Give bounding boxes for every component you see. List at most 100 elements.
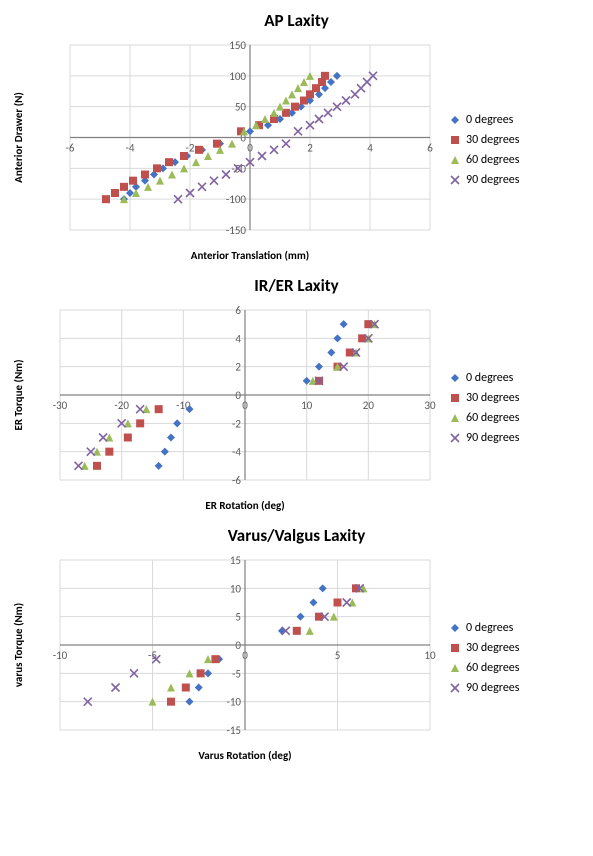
legend-item: 30 degrees — [448, 641, 519, 655]
data-point — [93, 462, 101, 470]
legend-item: 90 degrees — [448, 681, 519, 695]
x-axis-label: ER Rotation (deg) — [205, 499, 284, 512]
data-point — [167, 684, 175, 692]
data-point — [291, 103, 299, 111]
chart-block-ap: AP Laxity -150-100-50050100150-6-4-20246… — [10, 10, 583, 265]
ytick-label: 100 — [229, 70, 246, 83]
data-point — [211, 655, 219, 663]
chart-irer: -6-4-20246-30-20-100102030ER Rotation (d… — [10, 300, 440, 515]
legend-label: 60 degrees — [466, 153, 519, 167]
legend-item: 30 degrees — [448, 391, 519, 405]
data-point — [204, 655, 212, 663]
data-point — [340, 320, 348, 328]
data-point — [155, 462, 163, 470]
chart-row: -6-4-20246-30-20-100102030ER Rotation (d… — [10, 300, 583, 515]
ytick-label: -4 — [232, 446, 241, 459]
legend-marker-icon — [448, 391, 462, 405]
chart-legend: 0 degrees 30 degrees 60 degrees 90 degre… — [448, 615, 519, 701]
data-point — [293, 627, 301, 635]
ytick-label: 10 — [230, 582, 242, 595]
legend-label: 90 degrees — [466, 431, 519, 445]
legend-label: 0 degrees — [466, 621, 513, 635]
data-point — [120, 183, 128, 191]
data-point — [309, 599, 317, 607]
data-point — [282, 140, 290, 148]
legend-marker-icon — [448, 681, 462, 695]
data-point — [327, 349, 335, 357]
legend-marker-icon — [448, 431, 462, 445]
legend-item: 60 degrees — [448, 411, 519, 425]
xtick-label: 6 — [427, 142, 433, 155]
data-point — [334, 599, 342, 607]
xtick-label: -10 — [53, 649, 68, 662]
xtick-label: 20 — [363, 399, 375, 412]
ytick-label: -2 — [232, 417, 241, 430]
ytick-label: -5 — [232, 667, 241, 680]
data-point — [102, 195, 110, 203]
data-point — [99, 434, 107, 442]
data-point — [321, 72, 329, 80]
data-point — [204, 669, 212, 677]
data-point — [112, 684, 120, 692]
legend-label: 0 degrees — [466, 113, 513, 127]
data-point — [294, 127, 302, 135]
xtick-label: 2 — [307, 142, 313, 155]
data-point — [161, 448, 169, 456]
legend-label: 90 degrees — [466, 681, 519, 695]
y-axis-label: Anterior Drawer (N) — [12, 92, 25, 183]
chart-ap: -150-100-50050100150-6-4-20246Anterior T… — [10, 35, 440, 265]
data-point — [136, 419, 144, 427]
data-point — [165, 158, 173, 166]
data-point — [319, 584, 327, 592]
chart-block-vv: Varus/Valgus Laxity -15-10-5051015-10-50… — [10, 525, 583, 765]
data-point — [342, 97, 350, 105]
xtick-label: 30 — [424, 399, 436, 412]
data-point — [333, 72, 341, 80]
data-point — [155, 405, 163, 413]
data-point — [210, 177, 218, 185]
ytick-label: 15 — [230, 554, 241, 567]
chart-title: Varus/Valgus Laxity — [10, 525, 583, 546]
xtick-label: 10 — [424, 649, 436, 662]
xtick-label: 10 — [301, 399, 313, 412]
chart-legend: 0 degrees 30 degrees 60 degrees 90 degre… — [448, 365, 519, 451]
data-point — [186, 698, 194, 706]
legend-label: 90 degrees — [466, 173, 519, 187]
data-point — [297, 613, 305, 621]
data-point — [198, 183, 206, 191]
data-point — [228, 140, 236, 148]
legend-marker-icon — [448, 113, 462, 127]
data-point — [180, 152, 188, 160]
chart-row: -15-10-5051015-10-50510Varus Rotation (d… — [10, 550, 583, 765]
data-point — [334, 334, 342, 342]
legend-item: 60 degrees — [448, 153, 519, 167]
legend-marker-icon — [448, 411, 462, 425]
data-point — [75, 462, 83, 470]
legend-item: 60 degrees — [448, 661, 519, 675]
data-point — [258, 152, 266, 160]
ytick-label: 5 — [235, 611, 241, 624]
ytick-label: 6 — [235, 304, 241, 317]
xtick-label: -20 — [114, 399, 129, 412]
legend-label: 30 degrees — [466, 391, 519, 405]
data-point — [204, 152, 212, 160]
data-point — [156, 177, 164, 185]
ytick-label: 150 — [229, 39, 246, 52]
legend-marker-icon — [448, 371, 462, 385]
ytick-label: -100 — [226, 193, 247, 206]
xtick-label: -4 — [126, 142, 135, 155]
data-point — [197, 669, 205, 677]
data-point — [111, 189, 119, 197]
legend-label: 60 degrees — [466, 411, 519, 425]
ytick-label: -10 — [226, 696, 241, 709]
data-point — [129, 177, 137, 185]
data-point — [343, 599, 351, 607]
x-axis-label: Anterior Translation (mm) — [191, 249, 309, 262]
ytick-label: 4 — [235, 332, 241, 345]
ytick-label: -6 — [232, 474, 241, 487]
legend-marker-icon — [448, 133, 462, 147]
data-point — [124, 434, 132, 442]
data-point — [261, 115, 269, 123]
chart-block-irer: IR/ER Laxity -6-4-20246-30-20-100102030E… — [10, 275, 583, 515]
legend-marker-icon — [448, 173, 462, 187]
